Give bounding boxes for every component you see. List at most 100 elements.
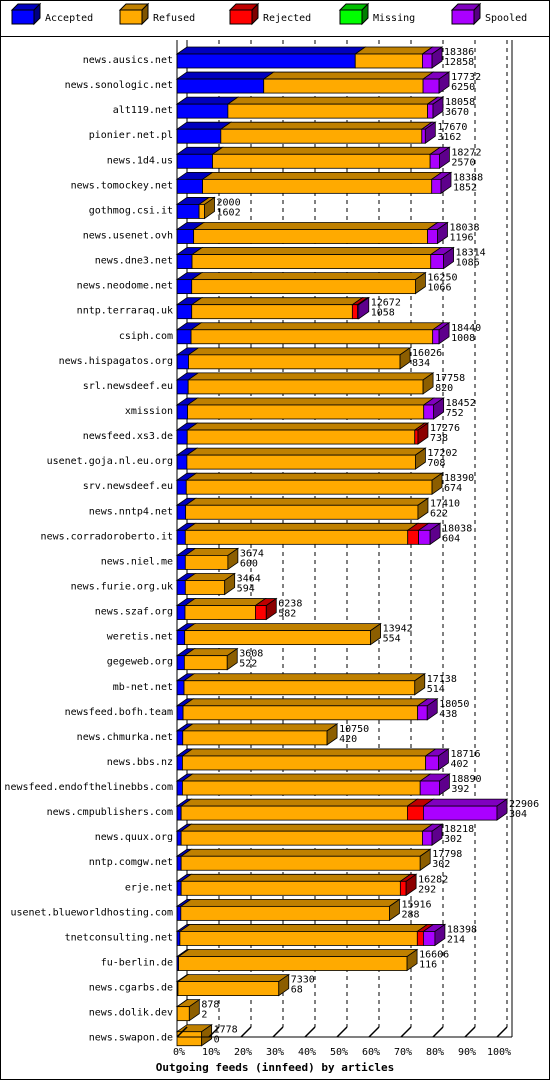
bar-segment-accepted xyxy=(176,153,213,169)
bar-side xyxy=(437,221,448,245)
bar-segment-accepted xyxy=(176,705,184,721)
bar-segment-refused xyxy=(184,555,229,570)
bar-segment-spooled xyxy=(419,780,440,796)
row-label: news.tomockey.net xyxy=(71,180,173,191)
bar-side xyxy=(431,823,443,846)
row-label: news.niel.me xyxy=(101,556,173,567)
bar-segment-accepted xyxy=(176,204,200,219)
bar-segment-accepted xyxy=(176,128,222,144)
value-accepted: 1602 xyxy=(217,207,241,218)
value-accepted: 738 xyxy=(430,433,448,444)
bar-segment-top xyxy=(175,46,367,55)
value-accepted: 214 xyxy=(447,934,465,945)
bar-segment-accepted xyxy=(176,404,188,420)
bar-segment-accepted xyxy=(176,730,184,746)
bar-segment-refused xyxy=(186,429,416,445)
value-accepted: 582 xyxy=(278,609,296,620)
bar-segment-top xyxy=(181,773,432,782)
x-tick-mark xyxy=(240,1026,252,1038)
bar-side xyxy=(414,447,426,470)
row-label: srv.newsdeef.eu xyxy=(83,481,173,492)
legend-swatch xyxy=(119,9,143,25)
bar-side xyxy=(424,121,436,144)
bar-segment-refused xyxy=(220,128,423,144)
bar-segment-accepted xyxy=(176,855,182,871)
value-accepted: 708 xyxy=(427,458,445,469)
legend-swatch xyxy=(11,9,35,25)
legend-swatch xyxy=(451,9,475,25)
value-total: 3674 xyxy=(240,548,264,559)
row-label: weretis.net xyxy=(107,632,173,643)
row-label: news.swapon.de xyxy=(89,1033,173,1044)
row-label: gegeweb.org xyxy=(107,657,173,668)
x-tick-mark xyxy=(208,1026,220,1038)
row-label: erje.net xyxy=(125,882,173,893)
value-accepted: 3162 xyxy=(437,132,461,143)
bar-side xyxy=(204,196,215,220)
bar-segment-refused xyxy=(202,178,433,194)
bar-segment-accepted xyxy=(176,680,185,696)
value-accepted: 514 xyxy=(427,684,445,695)
value-total: 17138 xyxy=(427,674,457,685)
bar-segment-refused xyxy=(191,254,432,269)
bar-side xyxy=(278,973,290,997)
bar-side xyxy=(431,46,443,69)
bar-segment-refused xyxy=(182,705,419,721)
bar-segment-refused xyxy=(191,279,416,295)
x-tick-mark xyxy=(432,1026,444,1038)
row-label: news.chmurka.net xyxy=(77,732,173,743)
bar-side xyxy=(422,372,434,395)
x-axis-label: Outgoing feeds (innfeed) by articles xyxy=(156,1061,394,1074)
x-tick-label: 30% xyxy=(266,1047,284,1058)
bar-segment-rejected xyxy=(407,529,420,545)
bar-side xyxy=(434,923,446,947)
value-total: 1778 xyxy=(214,1025,238,1036)
row-label: news.nntp4.net xyxy=(89,506,173,517)
x-tick-label: 60% xyxy=(362,1047,380,1058)
bar-segment-top xyxy=(184,497,430,506)
x-tick-label: 20% xyxy=(234,1047,252,1058)
bar-segment-accepted xyxy=(176,379,189,395)
x-tick-mark xyxy=(400,1026,412,1038)
bar-segment-accepted xyxy=(176,279,193,295)
bar-segment-top xyxy=(181,723,339,732)
x-tick-label: 40% xyxy=(298,1047,316,1058)
bar-segment-top xyxy=(189,322,444,331)
row-label: newsfeed.xs3.de xyxy=(83,431,173,442)
bar-segment-refused xyxy=(185,504,419,520)
bar-segment-top xyxy=(219,121,434,130)
bar-segment-top xyxy=(190,297,364,306)
bar-segment-accepted xyxy=(176,805,182,821)
bar-segment-spooled xyxy=(430,254,444,269)
value-accepted: 2 xyxy=(201,1010,207,1021)
row-label: newsfeed.bofh.team xyxy=(65,707,173,718)
value-accepted: 1058 xyxy=(371,308,395,319)
value-accepted: 302 xyxy=(444,834,462,845)
bar-segment-top xyxy=(179,798,419,807)
row-label: mb-net.net xyxy=(113,682,173,693)
bar-segment-accepted xyxy=(176,329,192,345)
value-accepted: 302 xyxy=(432,859,450,870)
row-label: fu-berlin.de xyxy=(101,958,173,969)
bar-segment-top xyxy=(179,848,432,857)
row-label: csiph.com xyxy=(119,331,173,342)
legend-label: Rejected xyxy=(263,13,311,24)
value-accepted: 604 xyxy=(442,533,460,544)
row-label: pionier.net.pl xyxy=(89,130,173,141)
value-accepted: 1196 xyxy=(449,232,473,243)
bar-segment-refused xyxy=(182,730,328,746)
